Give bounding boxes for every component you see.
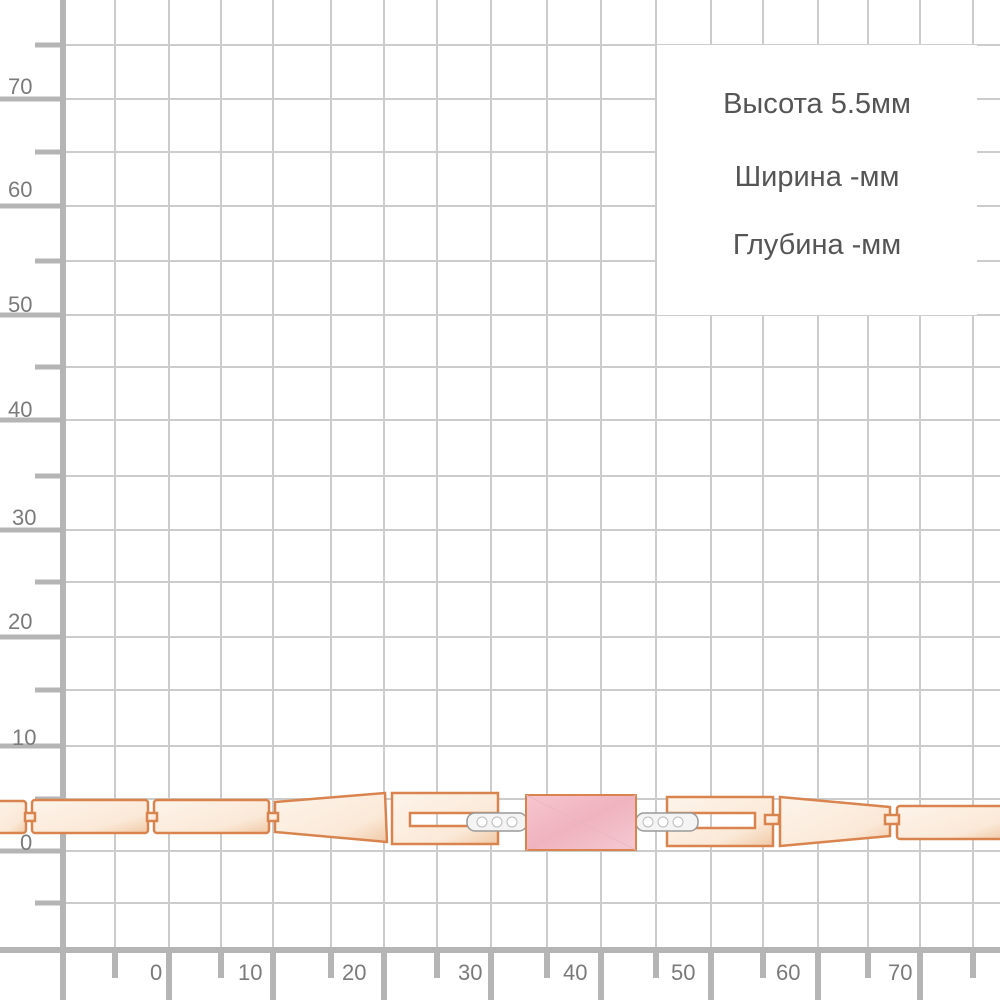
width-text: Ширина -мм	[734, 161, 900, 193]
dimensions-panel: Высота 5.5мм Ширина -мм Глубина -мм	[657, 45, 977, 315]
x-label: 50	[671, 960, 696, 985]
bracelet-link	[152, 798, 271, 835]
y-label: 60	[8, 177, 33, 202]
x-label: 70	[888, 960, 913, 985]
bracelet-link-open	[390, 791, 500, 846]
x-label: 40	[563, 960, 588, 985]
bracelet-link	[273, 791, 389, 844]
y-label: 30	[12, 505, 37, 530]
bracelet-link	[895, 804, 1000, 841]
height-text: Высота 5.5мм	[723, 88, 911, 120]
bracelet-link	[778, 795, 892, 848]
y-label: 0	[20, 830, 33, 855]
x-label: 10	[238, 960, 263, 985]
depth-text: Глубина -мм	[732, 229, 902, 261]
bracelet-link	[30, 798, 150, 835]
x-label: 60	[776, 960, 801, 985]
y-label: 40	[8, 397, 33, 422]
y-label: 50	[8, 292, 33, 317]
x-label: 30	[458, 960, 483, 985]
x-label: 0	[150, 960, 163, 985]
x-label: 20	[342, 960, 367, 985]
y-label: 20	[8, 609, 33, 634]
bracelet-link	[0, 799, 28, 835]
y-label: 10	[12, 725, 37, 750]
y-label: 70	[8, 74, 33, 99]
